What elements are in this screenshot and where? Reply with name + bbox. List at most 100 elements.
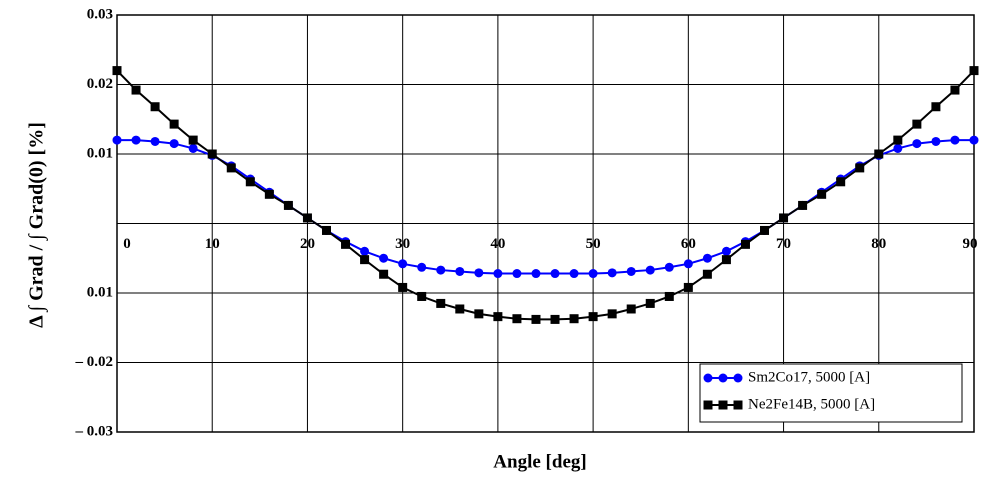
marker xyxy=(626,304,636,314)
marker xyxy=(760,225,770,235)
legend-label: Sm2Co17, 5000 [A] xyxy=(748,369,870,385)
marker xyxy=(626,266,636,276)
marker xyxy=(703,373,713,383)
marker xyxy=(703,400,713,410)
marker xyxy=(664,262,674,272)
x-tick-label: 50 xyxy=(586,236,601,252)
marker xyxy=(512,314,522,324)
marker xyxy=(360,255,370,265)
marker xyxy=(836,177,846,187)
marker xyxy=(188,143,198,153)
marker xyxy=(702,253,712,263)
marker xyxy=(455,304,465,314)
marker xyxy=(436,298,446,308)
marker xyxy=(550,314,560,324)
x-tick-label: 0 xyxy=(123,236,131,252)
marker xyxy=(683,282,693,292)
marker xyxy=(493,269,503,279)
marker xyxy=(188,135,198,145)
marker xyxy=(493,312,503,322)
marker xyxy=(112,135,122,145)
marker xyxy=(531,269,541,279)
marker xyxy=(702,269,712,279)
marker xyxy=(931,136,941,146)
marker xyxy=(607,309,617,319)
marker xyxy=(874,149,884,159)
marker xyxy=(169,139,179,149)
marker xyxy=(436,265,446,275)
marker xyxy=(207,149,217,159)
marker xyxy=(817,189,827,199)
marker xyxy=(893,135,903,145)
marker xyxy=(245,177,255,187)
marker xyxy=(733,400,743,410)
marker xyxy=(645,265,655,275)
marker xyxy=(855,163,865,173)
marker xyxy=(969,66,979,76)
marker xyxy=(569,314,579,324)
series xyxy=(112,135,979,279)
marker xyxy=(131,135,141,145)
marker xyxy=(321,225,331,235)
x-tick-label: 40 xyxy=(490,236,505,252)
marker xyxy=(569,269,579,279)
marker xyxy=(398,259,408,269)
y-tick-label: 0.01 xyxy=(87,145,113,161)
marker xyxy=(360,246,370,256)
legend-box xyxy=(699,363,963,423)
marker xyxy=(645,298,655,308)
marker xyxy=(341,239,351,249)
marker xyxy=(607,268,617,278)
series xyxy=(112,66,979,324)
marker xyxy=(912,119,922,129)
x-tick-label: 10 xyxy=(205,236,220,252)
marker xyxy=(893,143,903,153)
marker xyxy=(398,282,408,292)
marker xyxy=(474,268,484,278)
legend: Sm2Co17, 5000 [A] Ne2Fe14B, 5000 [A] xyxy=(699,363,963,423)
marker xyxy=(969,135,979,145)
x-tick-label: 20 xyxy=(300,236,315,252)
marker xyxy=(740,239,750,249)
marker xyxy=(379,253,389,263)
marker xyxy=(455,266,465,276)
marker xyxy=(531,314,541,324)
y-tick-label: 0.03 xyxy=(87,6,113,22)
marker xyxy=(721,255,731,265)
marker xyxy=(169,119,179,129)
marker xyxy=(779,213,789,223)
y-tick-label: – 0.02 xyxy=(75,354,114,370)
y-tick-label: 0.02 xyxy=(87,76,113,92)
marker xyxy=(588,312,598,322)
marker xyxy=(226,163,236,173)
marker xyxy=(264,189,274,199)
marker xyxy=(950,135,960,145)
marker xyxy=(417,291,427,301)
marker xyxy=(950,85,960,95)
marker xyxy=(112,66,122,76)
marker xyxy=(283,200,293,210)
marker xyxy=(733,373,743,383)
x-tick-label: 30 xyxy=(395,236,410,252)
series-line xyxy=(117,139,974,275)
marker xyxy=(798,200,808,210)
x-tick-label: 60 xyxy=(681,236,696,252)
marker xyxy=(718,400,728,410)
marker xyxy=(150,136,160,146)
series-line xyxy=(116,69,975,321)
marker xyxy=(417,262,427,272)
marker xyxy=(550,269,560,279)
marker xyxy=(721,246,731,256)
x-tick-label: 90 xyxy=(963,236,978,252)
marker xyxy=(512,269,522,279)
y-tick-label: 0.01 xyxy=(87,284,113,300)
x-tick-label: 80 xyxy=(871,236,886,252)
marker xyxy=(131,85,141,95)
y-tick-label: – 0.03 xyxy=(75,423,114,439)
marker xyxy=(302,213,312,223)
x-tick-label: 70 xyxy=(776,236,791,252)
marker xyxy=(718,373,728,383)
marker xyxy=(150,102,160,112)
marker xyxy=(912,139,922,149)
